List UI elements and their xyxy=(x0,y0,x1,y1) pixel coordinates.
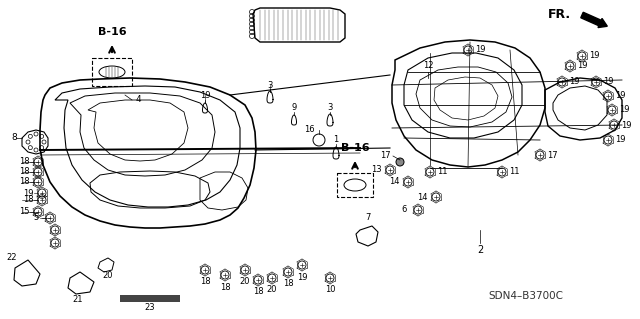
Text: 19: 19 xyxy=(619,106,629,115)
Text: 20: 20 xyxy=(267,286,277,294)
Text: 11: 11 xyxy=(509,167,519,176)
Text: 18: 18 xyxy=(19,177,29,187)
Circle shape xyxy=(396,158,404,166)
Text: 18: 18 xyxy=(253,287,263,296)
Text: 23: 23 xyxy=(145,302,156,311)
Text: 17: 17 xyxy=(547,151,557,160)
Text: 15: 15 xyxy=(19,207,29,217)
Text: 18: 18 xyxy=(220,283,230,292)
Text: 19: 19 xyxy=(475,46,485,55)
Text: 22: 22 xyxy=(7,254,17,263)
Text: 8: 8 xyxy=(11,133,17,143)
Text: 20: 20 xyxy=(240,278,250,286)
Text: 2: 2 xyxy=(477,245,483,255)
Text: 18: 18 xyxy=(22,196,33,204)
Text: 19: 19 xyxy=(615,136,625,145)
Text: 14: 14 xyxy=(388,177,399,187)
Text: 12: 12 xyxy=(423,61,433,70)
Text: B-16: B-16 xyxy=(98,27,126,37)
Text: 19: 19 xyxy=(200,91,211,100)
Text: 3: 3 xyxy=(327,102,333,112)
Text: 18: 18 xyxy=(200,278,211,286)
Text: 20: 20 xyxy=(103,271,113,280)
Text: 5: 5 xyxy=(33,213,38,222)
Text: 19: 19 xyxy=(589,51,599,61)
Text: 10: 10 xyxy=(324,286,335,294)
Text: 18: 18 xyxy=(283,279,293,288)
Text: FR.: FR. xyxy=(548,8,571,21)
Text: 13: 13 xyxy=(371,166,381,174)
Text: 19: 19 xyxy=(621,121,631,130)
Text: 18: 18 xyxy=(19,158,29,167)
Text: 7: 7 xyxy=(365,213,371,222)
Text: 19: 19 xyxy=(297,272,307,281)
Text: 21: 21 xyxy=(73,295,83,305)
Text: 18: 18 xyxy=(19,167,29,176)
Text: 17: 17 xyxy=(380,151,390,160)
Text: B-16: B-16 xyxy=(340,143,369,153)
Text: 6: 6 xyxy=(401,205,406,214)
Text: 19: 19 xyxy=(603,78,613,86)
Text: SDN4–B3700C: SDN4–B3700C xyxy=(488,291,563,301)
Text: 19: 19 xyxy=(23,189,33,197)
Text: 4: 4 xyxy=(135,95,141,105)
Text: 14: 14 xyxy=(417,192,428,202)
Text: 19: 19 xyxy=(569,78,579,86)
Text: 19: 19 xyxy=(577,62,588,70)
Text: 19: 19 xyxy=(615,92,625,100)
FancyArrow shape xyxy=(580,12,607,27)
Text: 1: 1 xyxy=(333,136,339,145)
Text: 16: 16 xyxy=(304,125,314,135)
Text: 11: 11 xyxy=(436,167,447,176)
Text: 9: 9 xyxy=(291,102,296,112)
Text: 3: 3 xyxy=(268,80,273,90)
